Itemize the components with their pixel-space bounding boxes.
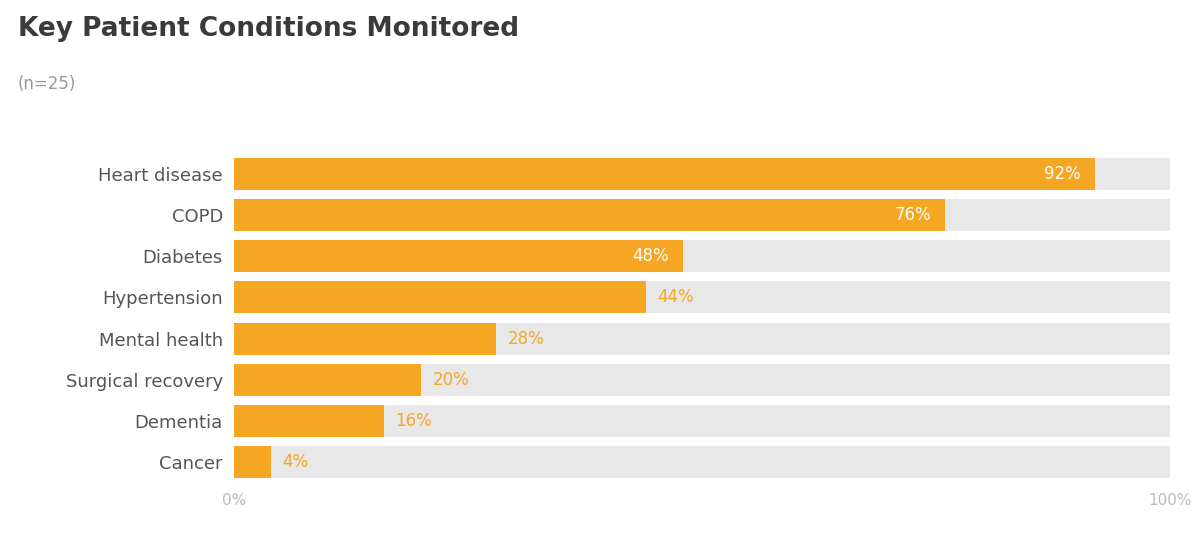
Bar [234, 240, 683, 272]
Text: 92%: 92% [1044, 164, 1081, 183]
Text: 20%: 20% [432, 371, 469, 389]
Bar [234, 364, 1170, 396]
Bar [234, 281, 646, 314]
Bar [234, 405, 384, 437]
Text: 4%: 4% [283, 453, 308, 472]
Text: 44%: 44% [658, 288, 694, 306]
Bar [234, 199, 946, 231]
Text: 16%: 16% [395, 412, 432, 430]
Text: Key Patient Conditions Monitored: Key Patient Conditions Monitored [18, 16, 520, 42]
Bar [234, 446, 1170, 479]
Bar [234, 199, 1170, 231]
Text: 28%: 28% [508, 330, 544, 348]
Bar [234, 157, 1096, 190]
Text: (n=25): (n=25) [18, 75, 77, 93]
Bar [234, 157, 1170, 190]
Text: 76%: 76% [895, 206, 931, 224]
Bar [234, 240, 1170, 272]
Bar [234, 322, 1170, 355]
Bar [234, 405, 1170, 437]
Bar [234, 446, 271, 479]
Bar [234, 364, 421, 396]
Bar [234, 322, 496, 355]
Text: 48%: 48% [632, 247, 670, 265]
Bar [234, 281, 1170, 314]
